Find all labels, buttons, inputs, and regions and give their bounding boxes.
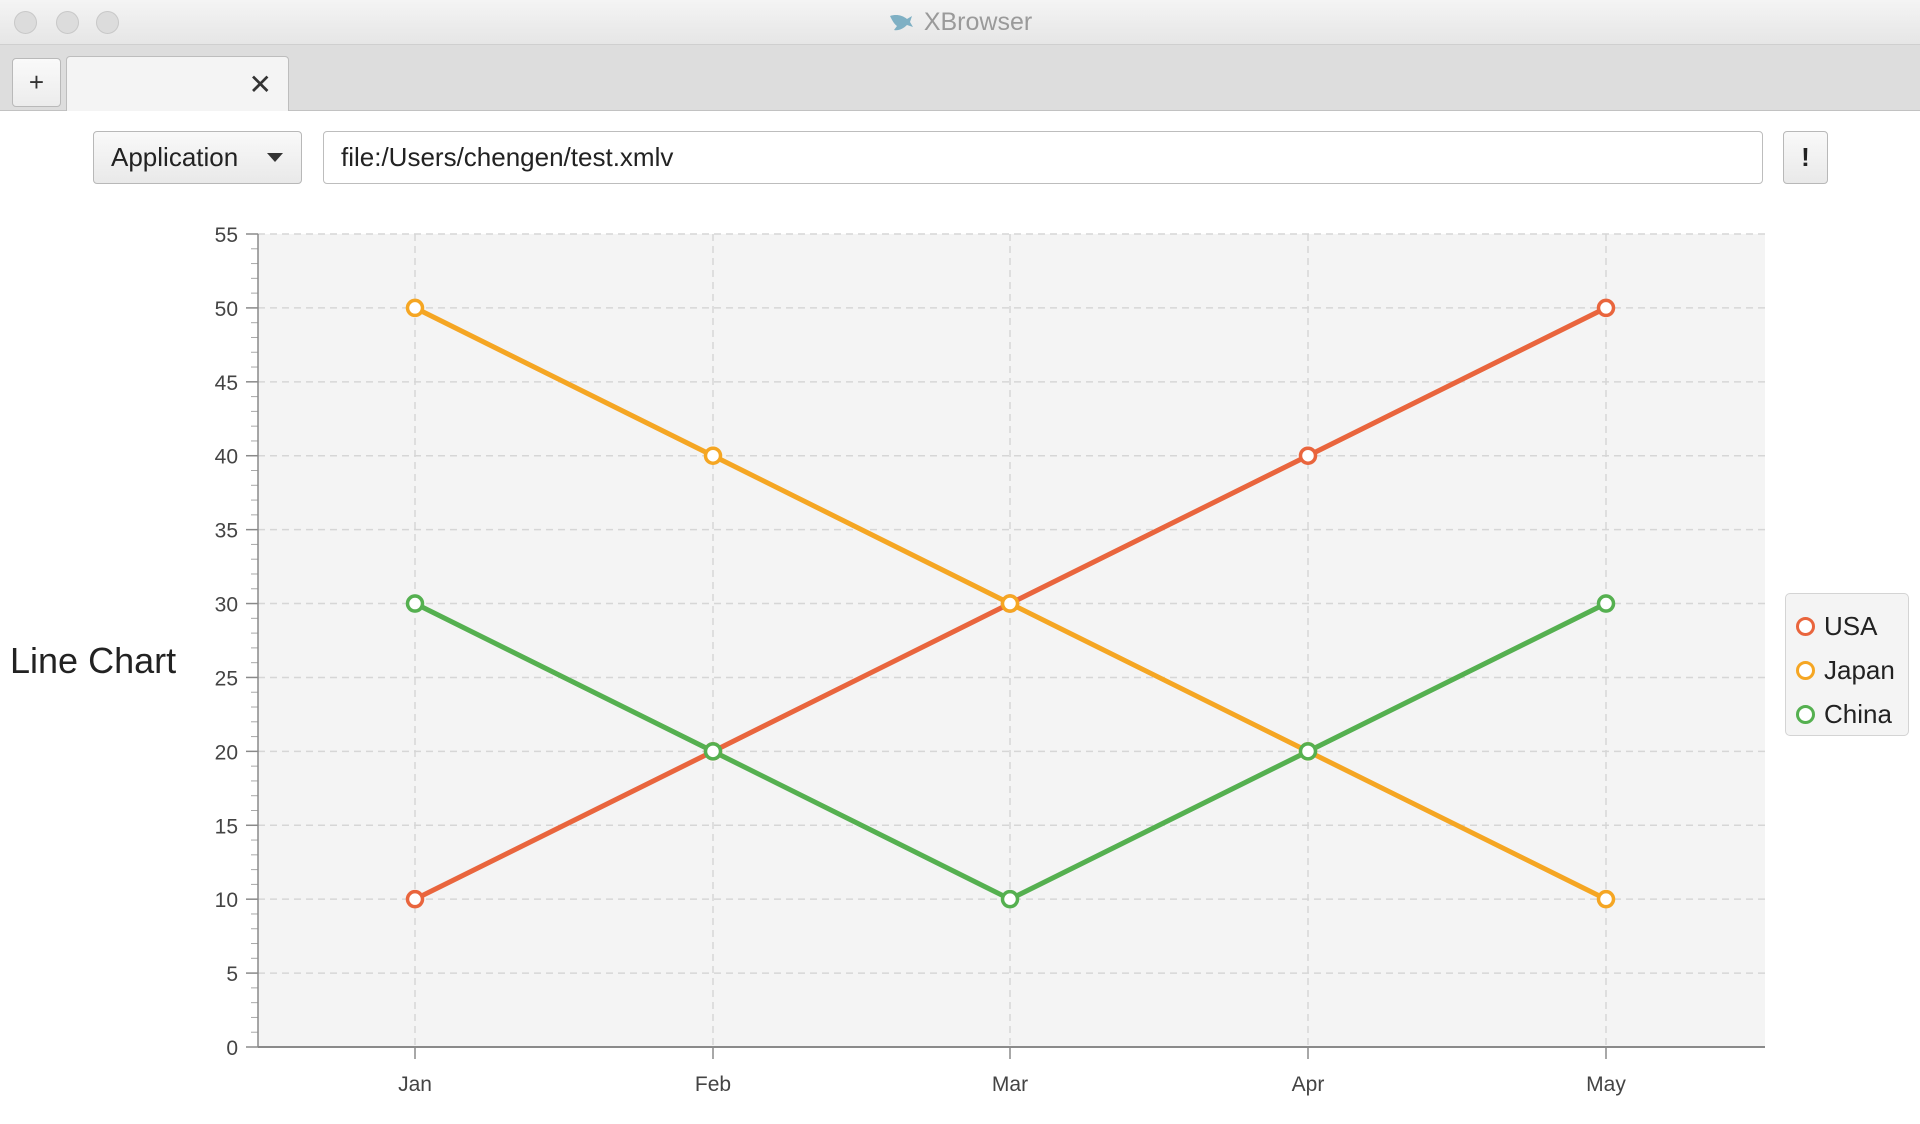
x-tick-label: Jan bbox=[398, 1073, 432, 1096]
close-window-button[interactable] bbox=[14, 11, 37, 34]
tab-current[interactable]: ✕ bbox=[66, 56, 289, 111]
data-point-china[interactable] bbox=[1298, 742, 1318, 761]
mode-select-label: Application bbox=[111, 142, 239, 172]
go-button[interactable]: ! bbox=[1783, 131, 1828, 184]
grid-lines bbox=[258, 233, 1765, 1047]
legend-swatch-japan bbox=[1796, 660, 1815, 680]
x-tick-label: Mar bbox=[992, 1073, 1028, 1096]
data-point-japan[interactable] bbox=[1000, 594, 1020, 613]
y-tick-label: 15 bbox=[215, 815, 238, 838]
x-tick-label: Feb bbox=[695, 1073, 731, 1096]
chart-title: Line Chart bbox=[10, 640, 177, 681]
data-point-japan[interactable] bbox=[1596, 889, 1616, 909]
legend-label-japan: Japan bbox=[1824, 654, 1895, 685]
chevron-down-icon bbox=[267, 153, 283, 162]
y-tick-label: 30 bbox=[215, 594, 238, 617]
data-point-usa[interactable] bbox=[1298, 446, 1318, 465]
legend-item-japan: Japan bbox=[1786, 648, 1908, 692]
plot-area bbox=[258, 234, 1765, 1047]
y-tick-label: 45 bbox=[215, 372, 238, 395]
data-point-japan[interactable] bbox=[405, 298, 425, 318]
series-points bbox=[405, 298, 1616, 909]
data-point-usa[interactable] bbox=[1596, 298, 1616, 318]
data-point-china[interactable] bbox=[1596, 594, 1616, 613]
y-tick-label: 50 bbox=[215, 298, 238, 321]
shark-icon bbox=[889, 15, 913, 31]
legend-item-china: China bbox=[1786, 692, 1908, 736]
legend-swatch-china bbox=[1796, 704, 1815, 724]
close-icon[interactable]: ✕ bbox=[248, 69, 272, 100]
y-tick-label: 5 bbox=[226, 963, 238, 986]
data-point-china[interactable] bbox=[703, 742, 723, 761]
url-input[interactable] bbox=[323, 131, 1763, 184]
tab-bar: + ✕ bbox=[0, 45, 1920, 111]
y-tick-label: 20 bbox=[215, 741, 238, 764]
legend-item-usa: USA bbox=[1786, 604, 1908, 648]
x-tick-label: Apr bbox=[1292, 1073, 1325, 1096]
y-tick-label: 55 bbox=[215, 224, 238, 247]
y-tick-label: 0 bbox=[226, 1037, 238, 1060]
legend-label-china: China bbox=[1824, 698, 1892, 729]
tick-labels: 0 5 10 15 20 25 30 35 40 45 50 55 Jan Feb Mar Apr May bbox=[215, 224, 1627, 1096]
chart-legend: USA Japan China bbox=[1785, 593, 1909, 736]
data-point-usa[interactable] bbox=[405, 889, 425, 909]
window-titlebar: XBrowser bbox=[0, 0, 1920, 45]
new-tab-button[interactable]: + bbox=[12, 58, 61, 107]
axes bbox=[246, 233, 1765, 1059]
mode-select[interactable]: Application bbox=[93, 131, 302, 184]
data-point-china[interactable] bbox=[405, 594, 425, 613]
x-tick-label: May bbox=[1586, 1073, 1626, 1096]
y-tick-label: 35 bbox=[215, 520, 238, 543]
y-tick-label: 25 bbox=[215, 667, 238, 690]
zoom-window-button[interactable] bbox=[96, 11, 119, 34]
data-point-china[interactable] bbox=[1000, 889, 1020, 909]
data-point-japan[interactable] bbox=[703, 446, 723, 465]
legend-label-usa: USA bbox=[1824, 610, 1878, 641]
y-tick-label: 10 bbox=[215, 889, 238, 912]
window-title: XBrowser bbox=[923, 7, 1033, 36]
legend-swatch-usa bbox=[1796, 616, 1815, 636]
y-tick-label: 40 bbox=[215, 446, 238, 469]
minimize-window-button[interactable] bbox=[56, 11, 79, 34]
window-title-area: XBrowser bbox=[0, 0, 1920, 44]
